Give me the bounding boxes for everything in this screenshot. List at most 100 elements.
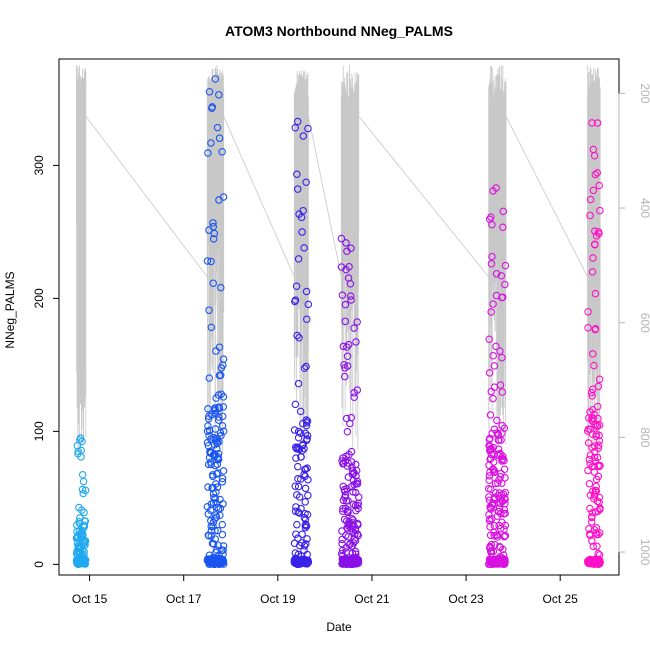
data-point bbox=[291, 400, 300, 409]
data-point bbox=[586, 504, 594, 513]
data-point bbox=[351, 488, 360, 497]
data-point bbox=[74, 449, 82, 458]
data-point bbox=[294, 255, 303, 263]
data-point bbox=[589, 350, 597, 358]
data-point bbox=[298, 228, 306, 236]
data-point bbox=[304, 491, 312, 500]
data-point bbox=[343, 428, 352, 436]
data-point bbox=[301, 484, 310, 493]
data-point bbox=[209, 279, 217, 287]
data-point bbox=[301, 521, 310, 529]
data-point bbox=[593, 497, 602, 506]
data-point bbox=[342, 265, 350, 274]
y2-tick-label: 400 bbox=[638, 198, 650, 218]
data-point bbox=[294, 482, 303, 491]
data-point bbox=[490, 450, 498, 459]
altitude-line bbox=[76, 65, 87, 452]
data-point bbox=[490, 532, 498, 540]
data-point bbox=[587, 388, 596, 397]
x-tick-label: Oct 25 bbox=[542, 592, 578, 606]
data-point bbox=[217, 390, 225, 398]
data-point bbox=[585, 530, 594, 538]
data-point bbox=[302, 178, 310, 187]
data-point bbox=[500, 532, 509, 540]
data-point bbox=[218, 530, 227, 539]
data-point bbox=[204, 483, 212, 491]
data-point bbox=[354, 493, 363, 501]
data-point bbox=[497, 469, 505, 478]
data-point bbox=[207, 139, 215, 147]
data-point bbox=[596, 505, 604, 514]
data-point bbox=[595, 529, 604, 537]
data-point bbox=[338, 291, 347, 299]
data-point bbox=[500, 465, 509, 473]
data-point bbox=[589, 487, 597, 495]
data-point bbox=[209, 433, 218, 442]
data-point bbox=[352, 338, 360, 346]
data-point bbox=[584, 425, 593, 433]
data-point bbox=[76, 436, 84, 444]
data-point bbox=[492, 270, 501, 278]
data-point bbox=[295, 333, 303, 342]
data-point bbox=[303, 417, 312, 425]
data-point bbox=[485, 472, 494, 480]
data-point bbox=[487, 260, 496, 268]
data-point bbox=[79, 477, 88, 486]
data-point bbox=[343, 343, 351, 351]
data-point bbox=[214, 449, 223, 458]
data-point bbox=[215, 404, 224, 412]
data-point bbox=[352, 506, 360, 515]
data-point bbox=[212, 347, 220, 355]
secondary-y-axis: 200 400 600 800 1000 bbox=[618, 83, 650, 566]
data-point bbox=[342, 452, 350, 461]
y-tick-label: 200 bbox=[32, 288, 46, 308]
data-point bbox=[584, 466, 592, 475]
data-point bbox=[298, 530, 306, 538]
data-point bbox=[292, 454, 300, 462]
data-point bbox=[343, 247, 351, 256]
data-point bbox=[593, 542, 601, 551]
data-point bbox=[204, 510, 213, 518]
y-tick-label: 300 bbox=[32, 155, 46, 175]
data-point bbox=[595, 375, 604, 384]
data-point bbox=[594, 530, 602, 539]
data-point bbox=[218, 412, 227, 421]
data-point bbox=[499, 490, 508, 498]
data-point bbox=[501, 521, 510, 530]
data-point bbox=[497, 509, 505, 518]
data-point bbox=[594, 558, 603, 566]
data-point bbox=[590, 442, 599, 450]
data-point bbox=[593, 119, 602, 127]
chart-title: ATOM3 Northbound NNeg_PALMS bbox=[225, 23, 453, 39]
data-point bbox=[489, 394, 497, 403]
data-point bbox=[487, 485, 495, 494]
data-point bbox=[340, 557, 348, 566]
data-point bbox=[496, 347, 504, 355]
y-tick-label: 100 bbox=[32, 421, 46, 441]
data-point bbox=[585, 455, 594, 464]
data-point bbox=[351, 537, 360, 545]
data-point bbox=[212, 513, 221, 521]
data-point bbox=[591, 170, 600, 179]
data-point bbox=[586, 451, 595, 459]
data-point bbox=[291, 124, 300, 132]
data-point bbox=[487, 505, 495, 513]
data-point bbox=[294, 475, 302, 483]
data-point bbox=[205, 88, 214, 96]
data-point bbox=[493, 531, 501, 539]
data-point bbox=[591, 325, 599, 334]
data-point bbox=[213, 439, 221, 448]
data-point bbox=[338, 552, 347, 560]
data-point bbox=[301, 465, 310, 473]
data-point bbox=[494, 430, 502, 439]
data-point bbox=[337, 234, 346, 243]
data-point bbox=[595, 493, 604, 502]
data-point bbox=[301, 515, 310, 524]
data-point bbox=[208, 539, 217, 548]
data-point bbox=[296, 407, 305, 416]
data-point bbox=[291, 482, 299, 490]
data-point bbox=[490, 467, 499, 476]
data-point bbox=[341, 491, 350, 499]
data-point bbox=[351, 460, 360, 469]
